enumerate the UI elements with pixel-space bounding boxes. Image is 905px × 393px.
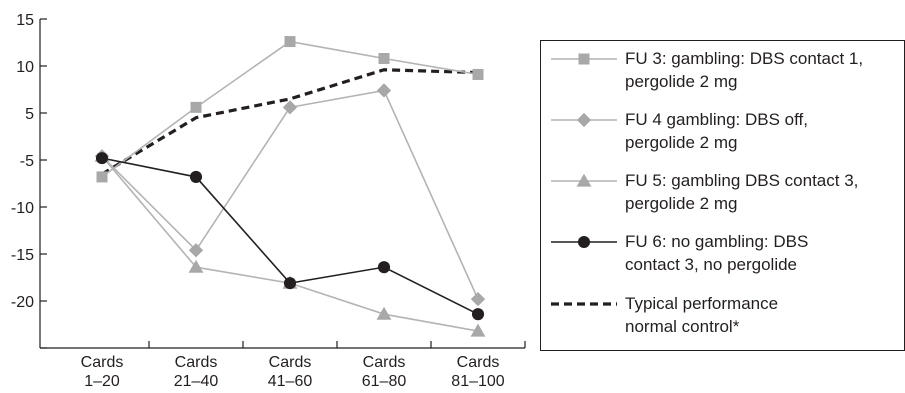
legend-swatch xyxy=(551,53,617,65)
legend-swatch xyxy=(551,302,617,306)
data-point-series-2 xyxy=(282,100,298,115)
legend-label: FU 5: gambling DBS contact 3, pergolide 2… xyxy=(625,169,900,215)
y-tick-label: 5 xyxy=(25,106,34,123)
data-point-series-3 xyxy=(376,306,392,320)
data-point-series-1 xyxy=(284,36,296,48)
x-tick-label: 1–20 xyxy=(84,373,120,390)
legend-label: FU 3: gambling: DBS contact 1, pergolide … xyxy=(625,47,900,93)
series-line-2 xyxy=(101,89,479,300)
legend-label-line: FU 3: gambling: DBS contact 1, xyxy=(625,49,864,68)
legend-label: Typical performance normal control* xyxy=(625,292,900,338)
x-tick-label: Cards xyxy=(457,354,500,371)
y-tick-label: -10 xyxy=(11,200,34,217)
legend-swatch xyxy=(551,112,617,128)
data-point-series-1 xyxy=(378,52,390,64)
legend-marker xyxy=(576,112,592,128)
legend-label-line: pergolide 2 mg xyxy=(625,194,738,213)
legend-label-line: FU 5: gambling DBS contact 3, xyxy=(625,171,859,190)
legend-label-line: pergolide 2 mg xyxy=(625,133,738,152)
plot-area: 15 10 5 -5 -10 -15 -20 Cards 1–20 Cards 21–40 Cards… xyxy=(11,12,526,390)
y-tick-label: -20 xyxy=(11,294,34,311)
x-tick-label: Cards xyxy=(175,354,218,371)
data-point-series-1 xyxy=(96,171,108,183)
x-tick-label: 81–100 xyxy=(451,373,504,390)
legend-label: FU 4 gambling: DBS off, pergolide 2 mg xyxy=(625,108,900,154)
legend-label-line: contact 3, no pergolide xyxy=(625,255,798,274)
x-tick-label: 61–80 xyxy=(362,373,407,390)
legend-label: FU 6: no gambling: DBS contact 3, no perg… xyxy=(625,230,900,276)
y-tick-label: -15 xyxy=(11,247,34,264)
y-tick-label: 10 xyxy=(16,59,34,76)
y-tick-label: -5 xyxy=(20,153,34,170)
legend-label-line: FU 4 gambling: DBS off, xyxy=(625,110,808,129)
y-tick-label: 15 xyxy=(16,12,34,29)
legend-label-line: Typical performance xyxy=(625,294,779,313)
legend-label-line: FU 6: no gambling: DBS xyxy=(625,232,809,251)
data-point-series-4 xyxy=(283,277,297,290)
legend-marker xyxy=(578,53,590,65)
x-tick-label: Cards xyxy=(269,354,312,371)
series-line-5 xyxy=(101,68,479,176)
legend-marker xyxy=(576,173,592,187)
data-point-series-4 xyxy=(377,261,391,274)
legend: FU 3: gambling: DBS contact 1, pergolide … xyxy=(540,40,905,351)
x-tick-label: Cards xyxy=(363,354,406,371)
x-tick-label: 21–40 xyxy=(174,373,219,390)
legend-label-line: normal control* xyxy=(625,317,740,336)
data-point-series-3 xyxy=(470,323,486,337)
series-line-4 xyxy=(101,157,479,315)
legend-swatch xyxy=(551,173,617,187)
legend-swatch xyxy=(551,235,617,249)
x-tick-label: 41–60 xyxy=(268,373,313,390)
series-line-3 xyxy=(101,155,479,332)
data-point-series-2 xyxy=(188,243,204,258)
data-point-series-3 xyxy=(188,259,204,273)
data-point-series-1 xyxy=(190,101,202,113)
data-point-series-4 xyxy=(95,152,109,165)
data-point-series-4 xyxy=(471,308,485,321)
data-point-series-2 xyxy=(376,83,392,98)
legend-label-line: pergolide 2 mg xyxy=(625,72,738,91)
x-tick-label: Cards xyxy=(81,354,124,371)
data-point-series-2 xyxy=(470,291,486,307)
data-point-series-4 xyxy=(189,170,203,183)
data-point-series-1 xyxy=(472,68,484,80)
legend-marker xyxy=(577,235,591,249)
